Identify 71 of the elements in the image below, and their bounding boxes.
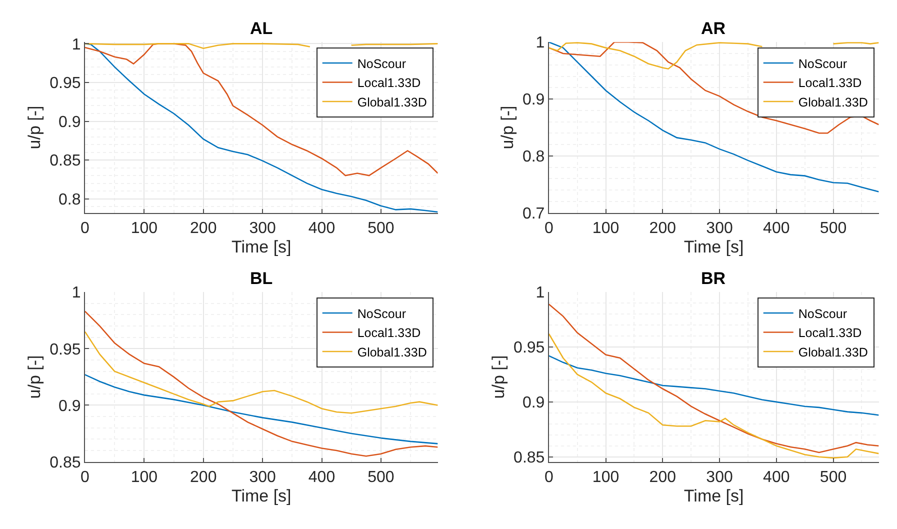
y-axis-title: u/p [-] (498, 106, 517, 150)
y-tick-label: 0.8 (522, 148, 545, 166)
y-tick-label: 0.9 (58, 114, 81, 131)
x-tick-label: 300 (706, 220, 733, 237)
legend-label: NoScour (357, 306, 406, 321)
x-tick-label: 0 (544, 220, 554, 237)
line-series (548, 304, 879, 454)
x-tick-label: 300 (706, 468, 733, 486)
line-series (548, 42, 879, 192)
y-tick-label: 0.95 (50, 341, 81, 358)
y-tick-label: 1 (72, 284, 81, 302)
legend-label: Local1.33D (357, 326, 421, 340)
x-tick-label: 400 (308, 220, 336, 237)
y-tick-label: 0.85 (50, 152, 81, 170)
legend-label: Global1.33D (798, 345, 868, 360)
x-tick-label: 0 (544, 468, 554, 486)
legend-label: Local1.33D (798, 76, 862, 90)
y-tick-label: 0.8 (58, 191, 81, 208)
legend-label: NoScour (798, 56, 847, 71)
x-tick-label: 100 (592, 220, 620, 237)
legend-label: Global1.33D (798, 95, 868, 110)
legend-label: Global1.33D (357, 345, 427, 360)
x-tick-label: 100 (592, 468, 620, 486)
y-tick-label: 1 (536, 34, 545, 52)
x-tick-label: 200 (649, 220, 676, 237)
y-tick-label: 0.7 (522, 205, 545, 222)
y-tick-label: 1 (536, 284, 545, 302)
y-axis-title: u/p [-] (25, 355, 44, 399)
y-axis-title: u/p [-] (489, 355, 508, 399)
x-tick-label: 100 (130, 468, 158, 486)
y-tick-label: 0.85 (50, 454, 81, 472)
x-axis-title: Time [s] (684, 486, 744, 506)
x-tick-label: 500 (368, 468, 394, 486)
x-tick-label: 500 (820, 220, 847, 237)
x-tick-label: 0 (80, 220, 90, 237)
legend-label: Local1.33D (357, 76, 421, 90)
y-axis-title: u/p [-] (25, 106, 44, 150)
legend-label: Global1.33D (357, 95, 427, 110)
x-tick-label: 200 (649, 468, 676, 486)
x-tick-label: 0 (80, 468, 90, 486)
x-axis-title: Time [s] (231, 486, 292, 506)
legend-label: NoScour (357, 56, 406, 71)
y-tick-label: 0.95 (50, 75, 81, 92)
line-series (84, 310, 438, 457)
x-tick-label: 500 (820, 468, 847, 486)
y-tick-label: 0.85 (514, 449, 545, 466)
y-tick-label: 0.9 (522, 394, 545, 412)
chart-title: BR (701, 269, 726, 288)
x-tick-label: 400 (763, 220, 790, 237)
x-tick-label: 300 (249, 468, 276, 486)
x-tick-label: 500 (368, 220, 394, 237)
y-tick-label: 0.95 (514, 340, 545, 357)
x-tick-label: 400 (763, 468, 790, 486)
x-tick-label: 300 (249, 220, 276, 237)
x-tick-label: 200 (190, 220, 217, 237)
x-axis-title: Time [s] (231, 237, 292, 256)
x-axis-title: Time [s] (684, 237, 744, 256)
y-tick-label: 0.9 (58, 398, 81, 415)
x-tick-label: 400 (308, 468, 336, 486)
chart-title: BL (250, 269, 273, 288)
x-tick-label: 100 (130, 220, 158, 237)
legend-label: NoScour (798, 306, 847, 321)
y-tick-label: 0.9 (522, 92, 545, 109)
chart-title: AL (250, 19, 273, 38)
y-tick-label: 1 (72, 36, 81, 54)
line-series (84, 374, 438, 444)
x-tick-label: 200 (190, 468, 217, 486)
line-series (84, 43, 438, 176)
legend-label: Local1.33D (798, 326, 862, 340)
chart-title: AR (701, 19, 726, 38)
line-series (548, 355, 879, 416)
